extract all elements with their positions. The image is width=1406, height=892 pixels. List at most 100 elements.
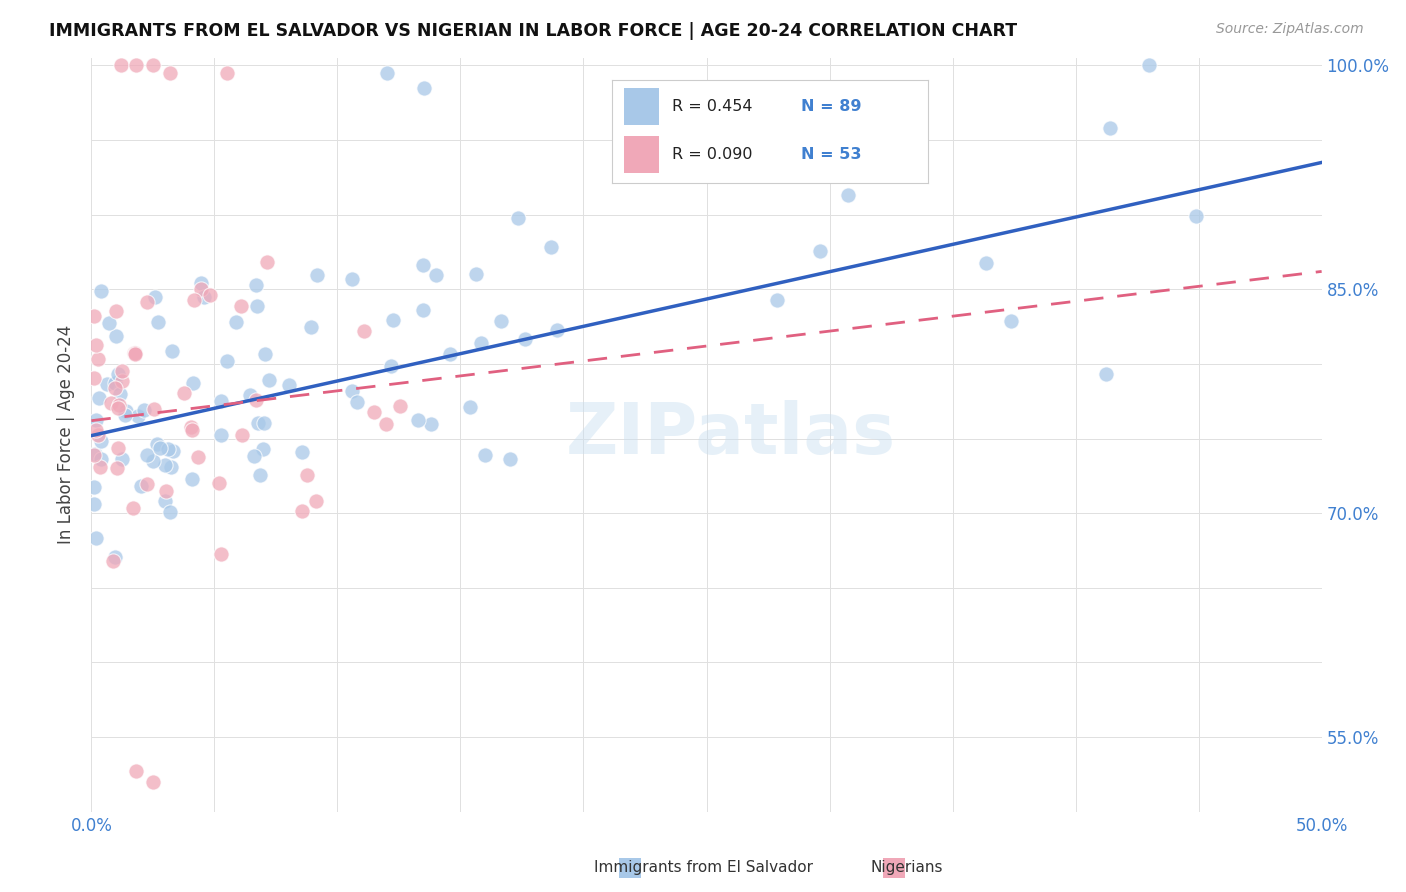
Point	[439, 347, 461, 361]
Point	[129, 479, 152, 493]
Point	[90, 434, 112, 449]
Point	[253, 347, 276, 361]
Point	[143, 290, 166, 304]
Point	[305, 268, 328, 282]
Point	[146, 437, 169, 451]
Point	[153, 494, 176, 508]
Point	[249, 467, 271, 482]
Point	[489, 314, 512, 328]
Point	[107, 442, 129, 456]
Point	[420, 417, 443, 431]
Point	[142, 58, 165, 72]
Point	[247, 416, 270, 430]
Point	[132, 402, 155, 417]
Point	[215, 353, 238, 368]
Point	[114, 408, 136, 422]
Point	[160, 460, 183, 475]
Point	[105, 329, 128, 343]
Point	[98, 316, 121, 330]
Point	[252, 442, 274, 457]
Point	[136, 294, 159, 309]
Point	[412, 258, 434, 272]
Point	[84, 413, 107, 427]
Point	[155, 483, 177, 498]
Text: Immigrants from El Salvador: Immigrants from El Salvador	[593, 860, 813, 874]
Point	[406, 413, 429, 427]
Point	[96, 377, 118, 392]
Point	[245, 392, 267, 407]
Point	[474, 448, 496, 462]
Point	[513, 332, 536, 346]
Point	[208, 476, 231, 491]
Point	[107, 401, 129, 416]
Point	[83, 479, 105, 493]
Text: Nigerians: Nigerians	[870, 860, 943, 874]
Point	[209, 428, 232, 442]
Point	[808, 244, 831, 259]
Text: N = 53: N = 53	[801, 146, 862, 161]
Point	[115, 403, 138, 417]
Point	[215, 66, 238, 80]
Point	[389, 399, 412, 413]
Point	[83, 309, 105, 323]
Point	[540, 240, 562, 254]
Point	[84, 337, 107, 351]
Point	[295, 468, 318, 483]
Point	[107, 399, 129, 413]
Point	[162, 444, 184, 458]
Point	[110, 58, 132, 72]
Point	[374, 417, 396, 432]
Point	[181, 423, 204, 437]
Point	[470, 336, 492, 351]
Point	[225, 314, 247, 328]
Point	[299, 320, 322, 334]
Point	[180, 419, 202, 434]
Point	[256, 255, 278, 269]
Point	[142, 453, 165, 467]
Point	[291, 445, 314, 459]
Text: R = 0.454: R = 0.454	[672, 99, 752, 114]
Point	[257, 373, 280, 387]
Text: IMMIGRANTS FROM EL SALVADOR VS NIGERIAN IN LABOR FORCE | AGE 20-24 CORRELATION C: IMMIGRANTS FROM EL SALVADOR VS NIGERIAN …	[49, 22, 1018, 40]
Point	[382, 313, 405, 327]
Point	[766, 293, 789, 308]
Point	[124, 58, 146, 72]
Point	[183, 293, 205, 308]
Point	[458, 400, 481, 414]
Point	[231, 300, 253, 314]
Point	[149, 441, 172, 455]
Point	[375, 66, 398, 80]
Point	[211, 393, 233, 408]
Point	[245, 299, 267, 313]
Point	[153, 458, 176, 472]
Point	[83, 497, 105, 511]
Point	[105, 304, 128, 318]
Point	[231, 428, 253, 442]
Point	[380, 359, 402, 373]
Point	[108, 387, 131, 401]
Point	[198, 287, 221, 301]
Point	[305, 494, 328, 508]
Point	[124, 345, 146, 359]
Point	[340, 384, 363, 398]
Point	[124, 764, 146, 779]
Point	[239, 388, 262, 402]
Point	[100, 396, 122, 410]
Point	[101, 554, 124, 568]
Point	[143, 402, 166, 417]
Point	[190, 282, 212, 296]
Point	[160, 344, 183, 359]
Point	[111, 374, 134, 388]
Point	[245, 277, 267, 292]
Point	[104, 381, 127, 395]
Point	[193, 289, 215, 303]
Text: R = 0.090: R = 0.090	[672, 146, 752, 161]
Point	[353, 324, 375, 338]
Point	[111, 364, 134, 378]
Point	[291, 504, 314, 518]
Point	[412, 80, 434, 95]
Point	[209, 547, 232, 561]
Point	[506, 211, 529, 226]
Point	[84, 423, 107, 437]
Point	[136, 476, 159, 491]
